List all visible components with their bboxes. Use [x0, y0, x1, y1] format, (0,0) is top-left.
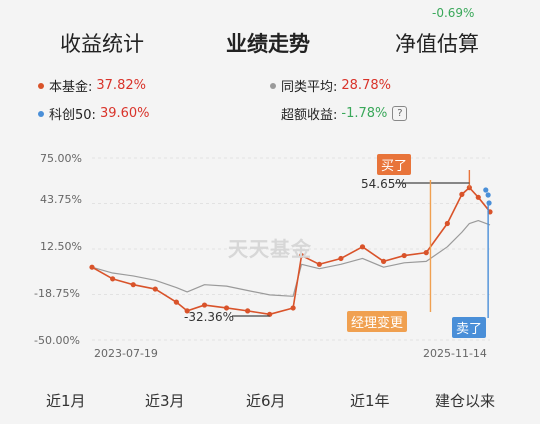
legend-excess-label: 超额收益:	[281, 108, 338, 123]
range-6m[interactable]: 近6月	[246, 392, 286, 410]
data-point	[152, 286, 158, 292]
tab-nav-estimate[interactable]: 净值估算	[395, 32, 479, 56]
data-point	[89, 264, 95, 270]
legend-peer: 同类平均: 28.78%	[270, 76, 391, 95]
data-point	[444, 220, 450, 227]
min-value-label: -32.36%	[184, 310, 235, 324]
data-point	[110, 276, 116, 282]
legend-excess-value: -1.78%	[341, 106, 388, 121]
legend-fund-label: 本基金:	[49, 80, 93, 95]
y-tick-label: 12.50%	[40, 240, 82, 253]
data-point	[380, 258, 387, 264]
peer-dot-icon	[270, 82, 276, 89]
data-point	[459, 191, 465, 197]
fund-series	[89, 185, 493, 317]
tab-return-stats[interactable]: 收益统计	[60, 32, 144, 56]
data-point	[316, 261, 322, 267]
range-1y[interactable]: 近1年	[350, 392, 390, 410]
legend-fund: 本基金: 37.82%	[38, 76, 146, 95]
y-tick-label: -50.00%	[34, 334, 80, 347]
buy-value-label: 54.65%	[361, 177, 407, 191]
manager-change-tag[interactable]: 经理变更	[347, 311, 408, 332]
legend-index-value: 39.60%	[99, 106, 150, 121]
data-point	[130, 282, 136, 288]
range-since-inception[interactable]: 建仓以来	[435, 392, 496, 410]
legend-index-label: 科创50:	[49, 108, 96, 123]
data-point	[173, 299, 179, 305]
data-point	[290, 305, 296, 311]
data-point	[184, 308, 190, 314]
series-line	[91, 220, 491, 297]
fund-dot-icon	[38, 82, 44, 89]
y-tick-label: -18.75%	[34, 287, 80, 300]
legend-index: 科创50: 39.60%	[38, 104, 150, 123]
legend-fund-value: 37.82%	[96, 78, 146, 93]
watermark-logo: 天天基金	[228, 237, 312, 261]
range-3m[interactable]: 近3月	[145, 392, 185, 410]
data-point	[245, 308, 251, 314]
sell-point	[486, 200, 492, 206]
data-point	[338, 255, 344, 262]
x-tick-label: 2025-11-14	[423, 347, 487, 360]
y-tick-label: 43.75%	[40, 193, 82, 206]
legend-excess: 超额收益: -1.78% ?	[281, 104, 408, 123]
sell-point	[485, 192, 491, 198]
estimate-change-badge: -0.69%	[432, 6, 475, 20]
peer-average-series	[91, 220, 491, 297]
sell-point	[483, 187, 489, 193]
data-point	[298, 252, 305, 259]
data-point	[401, 252, 407, 259]
info-icon[interactable]: ?	[392, 106, 408, 121]
data-point	[359, 244, 366, 250]
tab-performance-trend[interactable]: 业绩走势	[226, 32, 310, 56]
chart-markers	[232, 170, 492, 318]
sell-tag[interactable]: 卖了	[452, 317, 487, 338]
legend-peer-value: 28.78%	[341, 78, 391, 93]
data-point	[475, 194, 481, 200]
data-point	[223, 305, 230, 311]
chart-grid	[92, 157, 490, 341]
range-1m[interactable]: 近1月	[46, 392, 86, 410]
buy-tag[interactable]: 买了	[377, 154, 412, 175]
x-tick-label: 2023-07-19	[94, 347, 158, 360]
legend-peer-label: 同类平均:	[281, 80, 338, 95]
index-dot-icon	[38, 110, 44, 117]
data-point	[201, 302, 208, 308]
data-point	[423, 250, 429, 256]
y-tick-label: 75.00%	[40, 152, 82, 165]
